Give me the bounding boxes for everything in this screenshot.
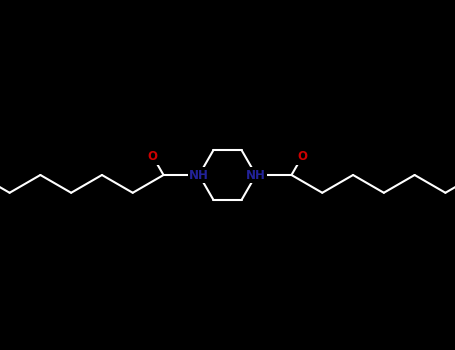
Text: O: O: [148, 150, 158, 163]
Text: NH: NH: [189, 168, 209, 182]
Text: O: O: [297, 150, 307, 163]
Text: NH: NH: [246, 168, 266, 182]
